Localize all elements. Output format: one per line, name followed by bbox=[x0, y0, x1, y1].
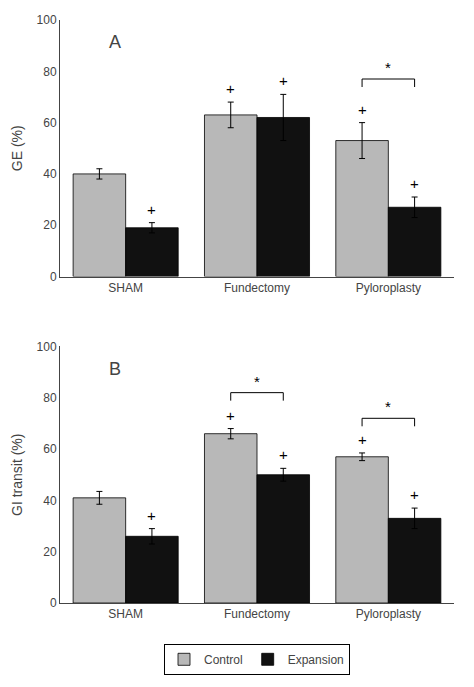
svg-text:GI transit (%): GI transit (%) bbox=[9, 434, 25, 516]
svg-text:0: 0 bbox=[50, 596, 57, 610]
svg-text:+: + bbox=[410, 486, 419, 503]
svg-text:20: 20 bbox=[43, 545, 57, 559]
svg-text:+: + bbox=[358, 101, 367, 118]
svg-text:+: + bbox=[147, 201, 156, 218]
svg-text:Fundectomy: Fundectomy bbox=[224, 607, 290, 621]
svg-text:100: 100 bbox=[37, 13, 57, 27]
svg-text:*: * bbox=[254, 373, 260, 390]
svg-text:+: + bbox=[358, 431, 367, 448]
svg-text:40: 40 bbox=[43, 494, 57, 508]
svg-text:B: B bbox=[109, 359, 121, 379]
svg-text:Fundectomy: Fundectomy bbox=[224, 281, 290, 295]
svg-text:*: * bbox=[385, 398, 391, 415]
svg-text:60: 60 bbox=[43, 116, 57, 130]
svg-text:SHAM: SHAM bbox=[108, 607, 143, 621]
svg-text:GE (%): GE (%) bbox=[9, 125, 25, 171]
svg-text:Pyloroplasty: Pyloroplasty bbox=[356, 607, 421, 621]
svg-text:Expansion: Expansion bbox=[288, 653, 344, 667]
svg-text:A: A bbox=[109, 32, 121, 52]
svg-text:+: + bbox=[279, 72, 288, 89]
svg-text:100: 100 bbox=[37, 340, 57, 354]
svg-text:0: 0 bbox=[50, 270, 57, 284]
svg-text:60: 60 bbox=[43, 442, 57, 456]
svg-text:+: + bbox=[279, 446, 288, 463]
svg-text:Pyloroplasty: Pyloroplasty bbox=[356, 281, 421, 295]
svg-text:Control: Control bbox=[204, 653, 243, 667]
svg-text:+: + bbox=[410, 175, 419, 192]
svg-text:*: * bbox=[385, 59, 391, 76]
svg-text:+: + bbox=[226, 80, 235, 97]
svg-text:+: + bbox=[226, 407, 235, 424]
svg-text:80: 80 bbox=[43, 65, 57, 79]
svg-text:80: 80 bbox=[43, 391, 57, 405]
svg-text:SHAM: SHAM bbox=[108, 281, 143, 295]
svg-text:20: 20 bbox=[43, 218, 57, 232]
svg-text:+: + bbox=[147, 507, 156, 524]
svg-text:40: 40 bbox=[43, 167, 57, 181]
